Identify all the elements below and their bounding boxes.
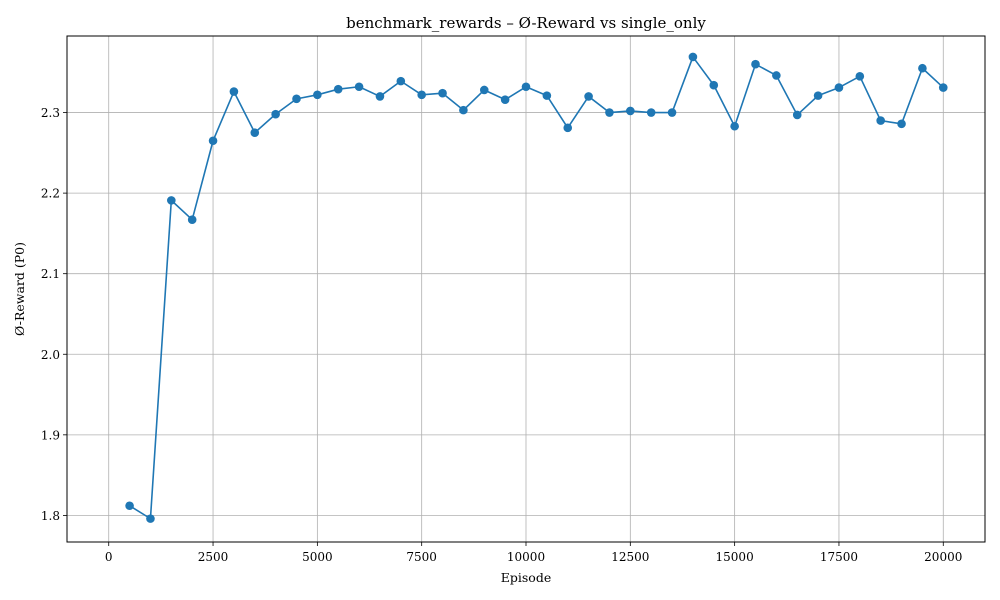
y-tick-label: 2.0	[41, 348, 60, 362]
data-point	[667, 108, 677, 117]
y-tick-label: 2.3	[41, 106, 60, 120]
series-layer	[125, 52, 948, 523]
data-point	[375, 92, 385, 101]
data-point	[918, 63, 927, 73]
data-point	[146, 514, 155, 523]
data-point	[855, 71, 865, 81]
data-point	[479, 85, 489, 95]
data-point	[354, 82, 364, 92]
x-tick-label: 20000	[924, 550, 962, 564]
data-point	[438, 88, 447, 98]
data-point	[876, 116, 885, 125]
y-axis-label: Ø-Reward (P0)	[12, 242, 27, 336]
data-point	[897, 119, 906, 129]
series-line	[129, 56, 944, 520]
y-tick-label: 2.1	[41, 267, 60, 281]
x-tick-label: 12500	[611, 550, 649, 564]
data-point	[417, 90, 426, 100]
y-tick-label: 1.9	[41, 428, 60, 442]
grid	[67, 36, 985, 542]
data-point	[772, 71, 781, 80]
x-tick-label: 15000	[716, 550, 754, 564]
x-tick-label: 0	[105, 550, 113, 564]
data-point	[167, 196, 176, 205]
data-point	[626, 106, 635, 116]
data-point	[730, 121, 739, 131]
data-point	[605, 108, 614, 117]
data-point	[584, 92, 593, 101]
x-tick-label: 10000	[507, 550, 545, 564]
data-point	[208, 136, 218, 146]
chart-title: benchmark_rewards – Ø-Reward vs single_o…	[346, 14, 706, 32]
x-tick-label: 7500	[406, 550, 437, 564]
data-point	[333, 84, 343, 94]
data-point	[542, 91, 552, 100]
data-point	[250, 128, 260, 137]
data-point	[292, 94, 301, 104]
axis-ticks: 0 2500 5000 7500 10000 12500 15000 17500 20000 1.…	[41, 106, 962, 564]
y-tick-label: 1.8	[41, 509, 60, 523]
data-point	[271, 109, 280, 119]
data-point	[396, 76, 406, 86]
data-point	[229, 87, 239, 96]
data-point	[813, 91, 823, 100]
data-point	[187, 215, 197, 225]
x-tick-label: 2500	[198, 550, 229, 564]
data-point	[459, 105, 468, 115]
data-point	[834, 83, 844, 92]
data-point	[521, 82, 531, 92]
data-point	[563, 123, 573, 133]
x-tick-label: 5000	[302, 550, 333, 564]
x-tick-label: 17500	[820, 550, 858, 564]
x-axis-label: Episode	[501, 570, 551, 585]
data-point	[313, 90, 322, 100]
data-point	[751, 59, 760, 69]
data-point	[938, 83, 948, 92]
data-point	[709, 80, 719, 90]
data-point	[500, 95, 510, 104]
data-point	[792, 110, 802, 120]
data-point	[125, 501, 134, 511]
y-tick-label: 2.2	[41, 187, 60, 201]
data-point	[688, 52, 698, 62]
data-point	[646, 108, 656, 117]
